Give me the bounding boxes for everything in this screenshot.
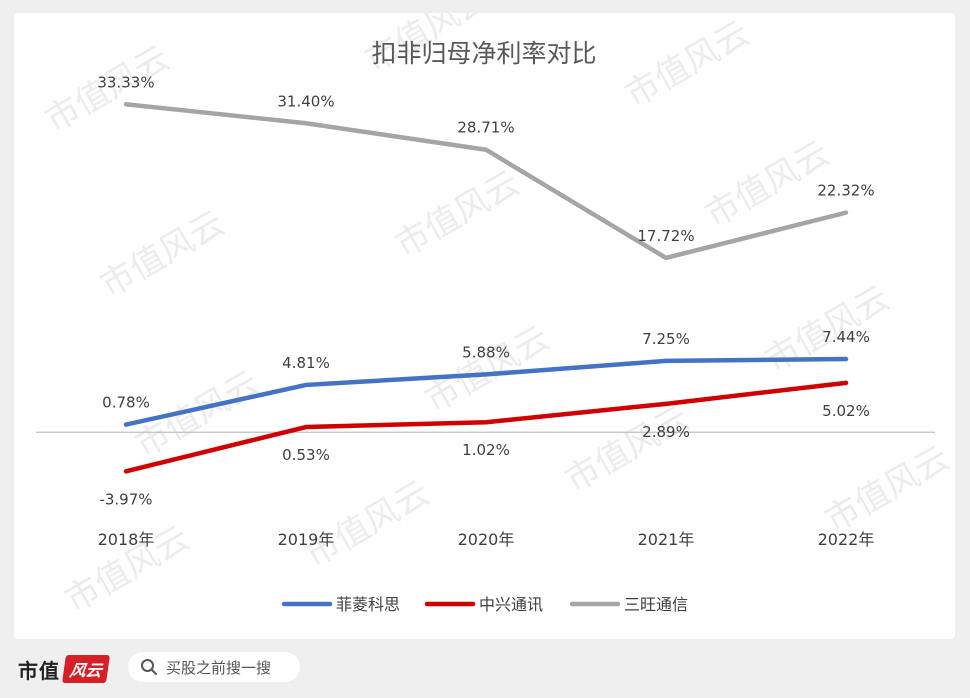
legend: 菲菱科思 中兴通讯 三旺通信 (281, 595, 688, 614)
series-line-feiling (123, 356, 849, 427)
legend-label: 中兴通讯 (479, 595, 543, 614)
brand-seal: 风云 (62, 655, 110, 683)
brand-logo: 市值 风云 (18, 654, 110, 684)
x-tick-label: 2022年 (818, 530, 875, 549)
data-label: 33.33% (97, 73, 154, 91)
data-label: 17.72% (637, 227, 694, 245)
x-tick-label: 2019年 (278, 530, 335, 549)
data-label: 31.40% (277, 92, 334, 110)
chart-card: 市值风云 市值风云 市值风云 市值风云 市值风云 市值风云 市值风云 市值风云 市值风云 市值风云… (14, 13, 955, 639)
data-label: -3.97% (99, 490, 152, 508)
series-line-sanwang (123, 102, 849, 261)
data-label: 4.81% (282, 354, 330, 372)
data-label: 0.53% (282, 446, 330, 464)
watermark-text: 市值风云 (389, 163, 527, 266)
search-placeholder: 买股之前搜一搜 (166, 658, 272, 677)
data-label: 0.78% (102, 394, 150, 412)
series-layer (123, 102, 849, 474)
data-label: 5.02% (822, 402, 870, 420)
search-icon (141, 659, 157, 675)
data-label: 22.32% (817, 182, 874, 200)
brand-text: 市值 (18, 658, 60, 683)
x-tick-label: 2021年 (638, 530, 695, 549)
x-axis-tick-labels: 2018年 2019年 2020年 2021年 2022年 (98, 530, 875, 549)
search-box[interactable]: 买股之前搜一搜 (128, 652, 300, 682)
legend-label: 菲菱科思 (336, 595, 400, 614)
series-line-zte (123, 380, 849, 474)
footer-bar: 市值 风云 买股之前搜一搜 (0, 640, 970, 698)
chart-title: 扣非归母净利率对比 (371, 39, 596, 68)
data-label: 5.88% (462, 343, 510, 361)
data-label: 1.02% (462, 441, 510, 459)
x-tick-label: 2018年 (98, 530, 155, 549)
watermark-text: 市值风云 (619, 13, 757, 116)
data-labels-layer: 0.78% 4.81% 5.88% 7.25% 7.44% -3.97% 0.53% 1.02… (97, 73, 874, 508)
watermark-text: 市值风云 (299, 473, 437, 576)
data-label: 28.71% (457, 119, 514, 137)
x-tick-label: 2020年 (458, 530, 515, 549)
legend-label: 三旺通信 (624, 595, 688, 614)
data-label: 2.89% (642, 423, 690, 441)
watermark-text: 市值风云 (129, 363, 267, 466)
data-label: 7.25% (642, 330, 690, 348)
data-label: 7.44% (822, 328, 870, 346)
watermark-text: 市值风云 (819, 438, 956, 541)
watermark-text: 市值风云 (94, 203, 232, 306)
